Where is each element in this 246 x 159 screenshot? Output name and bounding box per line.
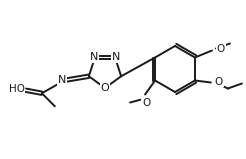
Text: O: O	[215, 76, 223, 86]
Text: O: O	[217, 45, 225, 55]
Text: N: N	[90, 52, 98, 62]
Text: O: O	[101, 83, 109, 93]
Text: HO: HO	[9, 84, 25, 94]
Text: N: N	[58, 75, 66, 85]
Text: N: N	[112, 52, 120, 62]
Text: O: O	[142, 97, 150, 107]
